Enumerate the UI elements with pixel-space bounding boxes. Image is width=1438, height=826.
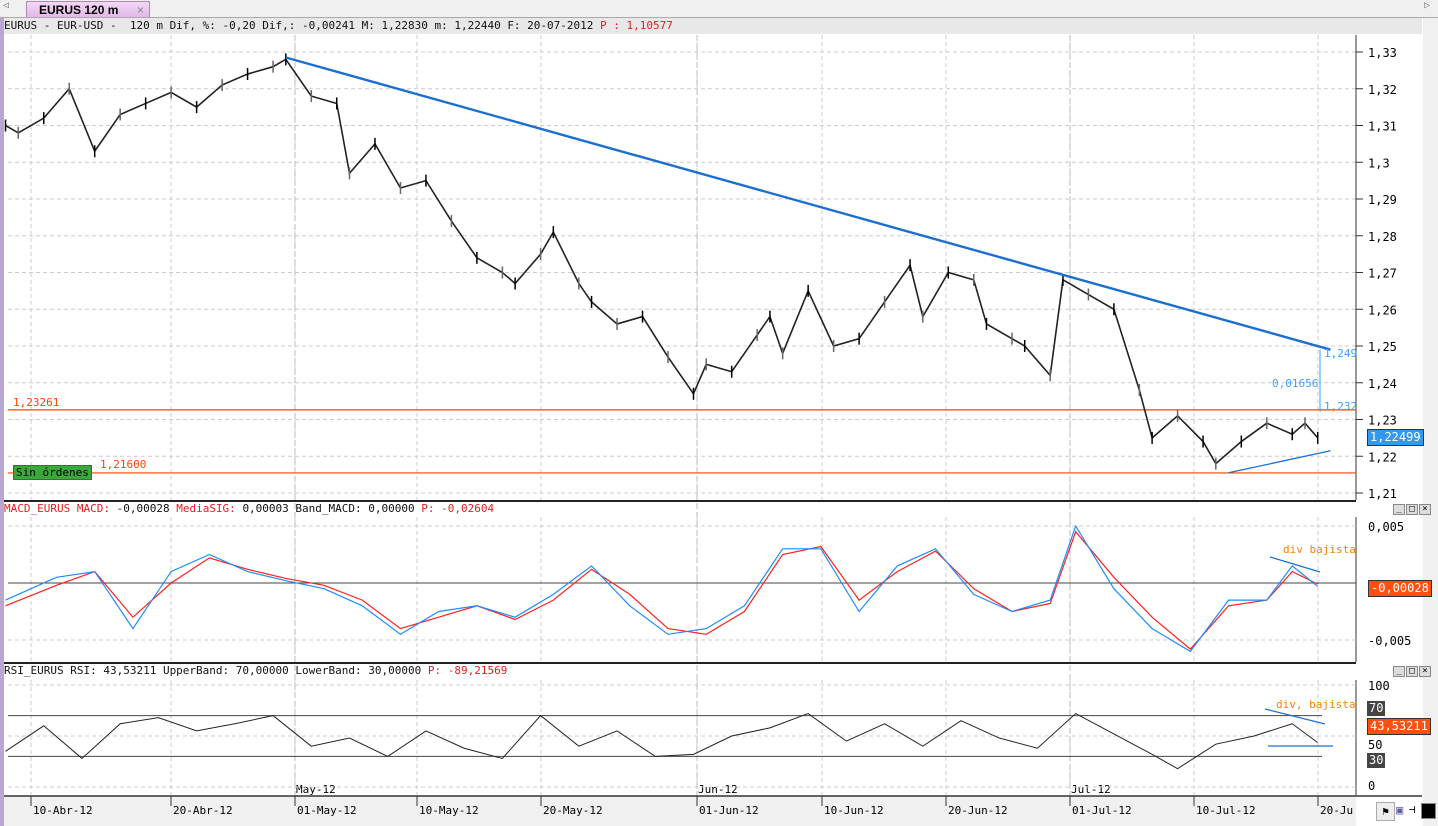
- macd-window-controls: _ □ ×: [1393, 504, 1432, 515]
- macd-series-macd: [5, 524, 1319, 653]
- current-price-label: 1,22499: [1367, 429, 1424, 446]
- y-tick-label: 1,28: [1368, 230, 1397, 244]
- minimize-icon[interactable]: _: [1393, 504, 1405, 515]
- y-tick-label: 1,29: [1368, 193, 1397, 207]
- macd-sig-label: MediaSIG:: [176, 502, 243, 515]
- y-tick-label: -0,005: [1368, 634, 1411, 648]
- current-rsi-label: 43,53211: [1367, 718, 1431, 735]
- rsi-p: P: -89,21569: [427, 664, 508, 677]
- trend-line: [285, 56, 1331, 351]
- y-tick-label: 1,31: [1368, 120, 1397, 134]
- price-series: [5, 58, 1319, 465]
- scroll-right-icon[interactable]: ▷: [1423, 0, 1430, 11]
- measure-bottom-label: 1,232: [1324, 400, 1357, 413]
- x-tick-label: 01-Jul-12: [1072, 804, 1132, 817]
- y-tick-label: 1,22: [1368, 450, 1397, 464]
- month-label: Jun-12: [698, 783, 738, 796]
- y-tick-label: 1,3: [1368, 156, 1390, 170]
- x-tick-label: 20-May-12: [543, 804, 603, 817]
- y-tick-label: 1,27: [1368, 267, 1397, 281]
- rsi-divergence-line: [1264, 708, 1326, 725]
- y-tick-label: 100: [1368, 679, 1390, 693]
- month-label: May-12: [296, 783, 336, 796]
- main-header-p: P : 1,10577: [600, 19, 673, 32]
- close-icon[interactable]: ×: [1419, 666, 1431, 677]
- y-tick-label: 1,33: [1368, 46, 1397, 60]
- flag-icon[interactable]: ⚑: [1376, 802, 1395, 821]
- macd-note: div bajista: [1283, 543, 1356, 556]
- macd-series-mediasig: [5, 530, 1319, 650]
- save-icon[interactable]: ▣: [1396, 803, 1404, 817]
- maximize-icon[interactable]: □: [1406, 504, 1418, 515]
- tab-bar: ◁ EURUS 120 m × ▷: [0, 0, 1438, 18]
- y-tick-label: 1,21: [1368, 487, 1397, 501]
- panel-separator: [4, 662, 1356, 664]
- trend-line: [1228, 450, 1331, 474]
- y-tick-label: 1,23: [1368, 414, 1397, 428]
- macd-value: -0,00028: [116, 502, 177, 515]
- y-tick-label: 1,26: [1368, 303, 1397, 317]
- tab-close-icon[interactable]: ×: [136, 3, 144, 17]
- measure-label: 0,01656: [1272, 377, 1318, 390]
- rsi-window-controls: _ □ ×: [1393, 666, 1432, 677]
- y-tick-label: 0: [1368, 779, 1375, 793]
- panel-separator: [4, 500, 1356, 502]
- rsi-header: RSI_EURUS RSI: 43,53211 UpperBand: 70,00…: [4, 663, 507, 679]
- y-tick-label: 1,32: [1368, 83, 1397, 97]
- y-tick-label: 1,25: [1368, 340, 1397, 354]
- main-header: EURUS - EUR-USD - 120 m Dif, %: -0,20 Di…: [4, 18, 1422, 34]
- x-tick-label: 10-Jul-12: [1196, 804, 1256, 817]
- left-border: [0, 18, 4, 826]
- sin-ordenes-badge[interactable]: Sin órdenes: [13, 465, 92, 480]
- month-label: Jul-12: [1071, 783, 1111, 796]
- x-tick-label: 10-May-12: [419, 804, 479, 817]
- level-low-label: 1,21600: [100, 458, 146, 471]
- main-header-text: EURUS - EUR-USD - 120 m Dif, %: -0,20 Di…: [4, 19, 601, 32]
- macd-rest: 0,00003 Band_MACD: 0,00000: [242, 502, 422, 515]
- tab-eurus[interactable]: EURUS 120 m ×: [26, 1, 150, 17]
- x-tick-label: 20-Ju: [1320, 804, 1353, 817]
- x-tick-label: 20-Abr-12: [173, 804, 233, 817]
- x-tick-label: 10-Jun-12: [824, 804, 884, 817]
- x-tick-label: 01-May-12: [297, 804, 357, 817]
- rsi-text: RSI_EURUS RSI: 43,53211 UpperBand: 70,00…: [4, 664, 428, 677]
- scroll-left-icon[interactable]: ◁: [3, 0, 10, 11]
- y-tick-label: 0,005: [1368, 520, 1404, 534]
- y-tick-label: 1,24: [1368, 377, 1397, 391]
- x-tick-label: 20-Jun-12: [948, 804, 1008, 817]
- current-macd-label: -0,00028: [1368, 580, 1432, 597]
- close-icon[interactable]: ×: [1419, 504, 1431, 515]
- x-tick-label: 01-Jun-12: [699, 804, 759, 817]
- macd-header: MACD_EURUS MACD: -0,00028 MediaSIG: 0,00…: [4, 501, 494, 517]
- color-picker[interactable]: [1421, 803, 1436, 819]
- minimize-icon[interactable]: _: [1393, 666, 1405, 677]
- pin-icon[interactable]: ⊣: [1409, 803, 1416, 816]
- x-tick-label: 10-Abr-12: [33, 804, 93, 817]
- rsi-series: [5, 712, 1319, 770]
- rsi-70-label: 70: [1367, 701, 1386, 716]
- rsi-30-label: 30: [1367, 753, 1386, 768]
- level-high-label: 1,23261: [13, 396, 59, 409]
- x-axis-bg: [4, 796, 1356, 826]
- macd-name: MACD_EURUS MACD:: [4, 502, 117, 515]
- measure-top-label: 1,249: [1324, 347, 1357, 360]
- macd-divergence-line: [1269, 556, 1321, 573]
- macd-p: P: -0,02604: [421, 502, 495, 515]
- maximize-icon[interactable]: □: [1406, 666, 1418, 677]
- tab-label: EURUS 120 m: [39, 3, 119, 17]
- right-strip: [1423, 18, 1438, 826]
- rsi-note: div, bajista: [1276, 698, 1355, 711]
- y-tick-label: 50: [1368, 738, 1382, 752]
